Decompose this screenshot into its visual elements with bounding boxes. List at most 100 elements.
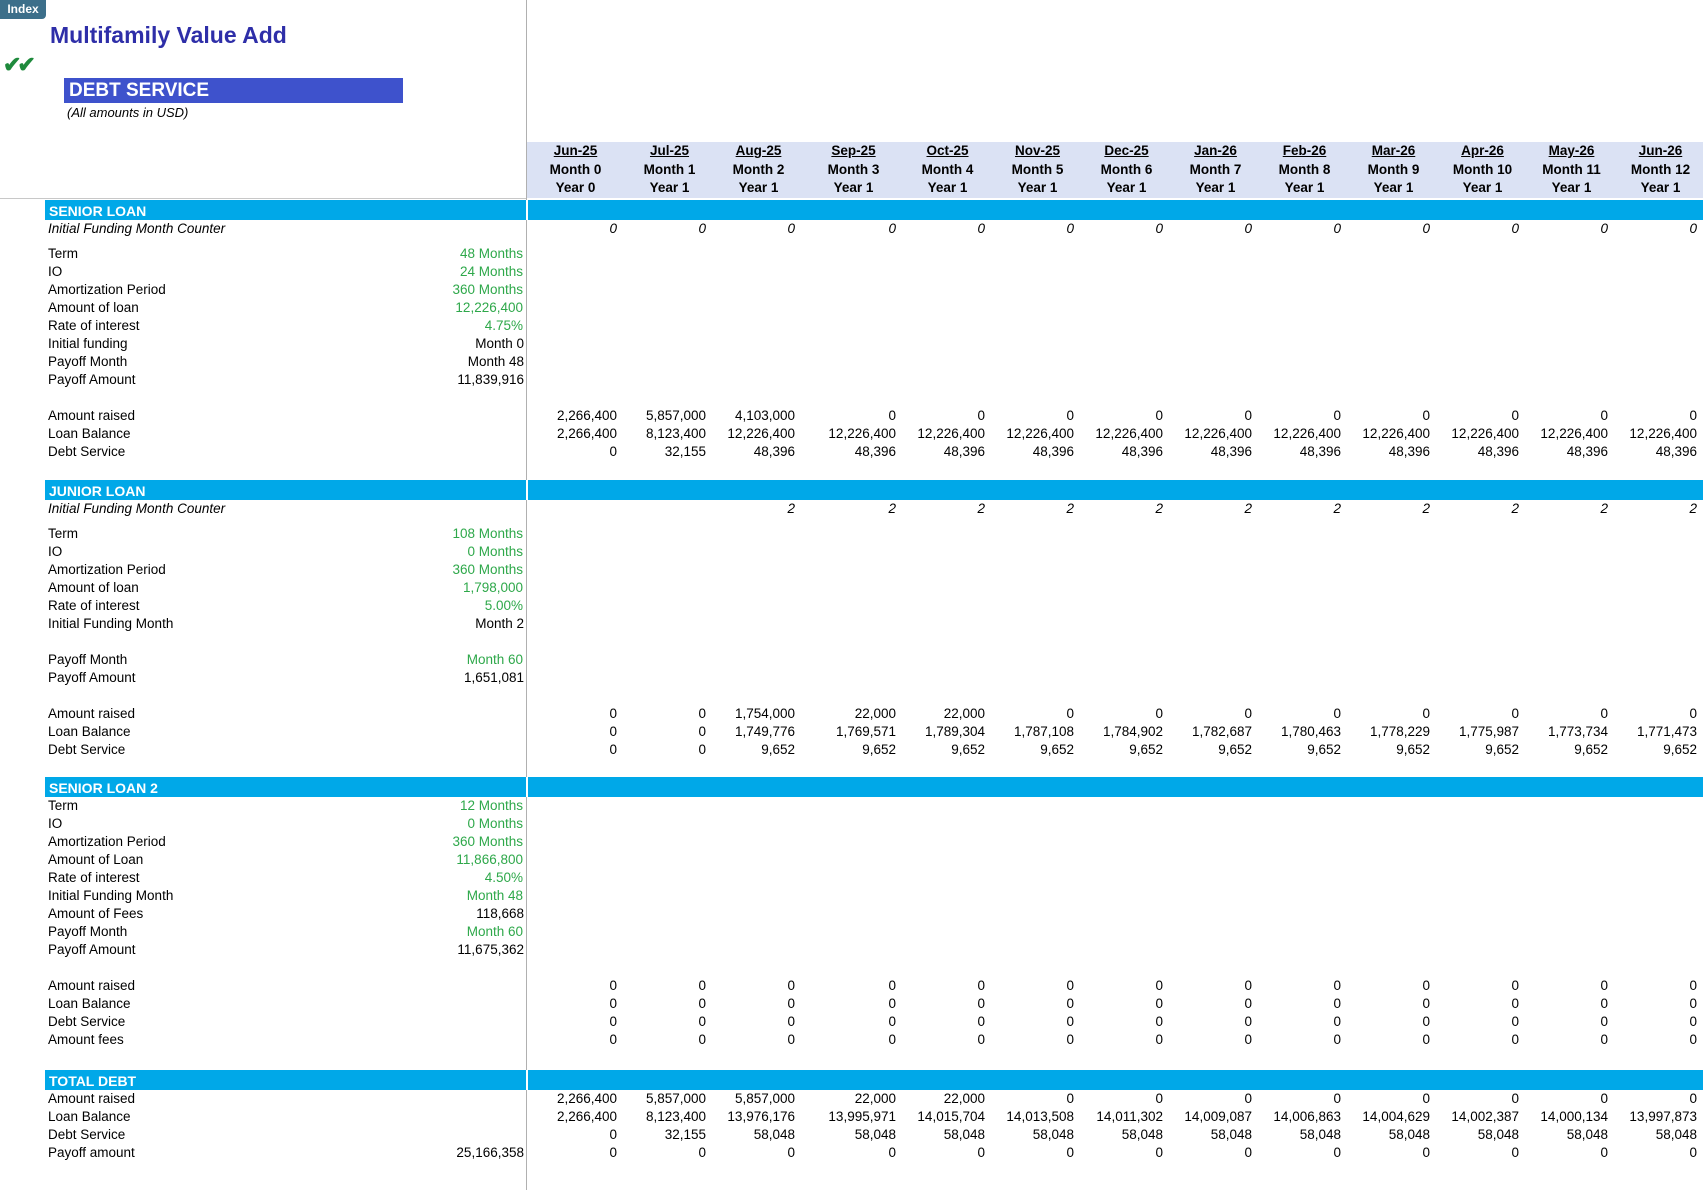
value-cell[interactable]: 0 xyxy=(609,1014,617,1029)
value-cell[interactable]: 1,773,734 xyxy=(1547,724,1608,739)
value-cell[interactable]: 0 xyxy=(609,742,617,757)
value-cell[interactable]: 0 xyxy=(787,1014,795,1029)
value-cell[interactable]: 0 xyxy=(1066,221,1074,236)
value-cell[interactable]: 0 xyxy=(1333,706,1341,721)
value-cell[interactable]: 0 xyxy=(698,1032,706,1047)
value-cell[interactable]: 0 xyxy=(1333,1091,1341,1106)
value-cell[interactable]: 1,782,687 xyxy=(1191,724,1252,739)
value-cell[interactable]: 0 xyxy=(1155,978,1163,993)
input-cell[interactable]: Month 48 xyxy=(466,888,523,903)
value-cell[interactable]: 0 xyxy=(1244,1032,1252,1047)
value-cell[interactable]: 0 xyxy=(1066,996,1074,1011)
value-cell[interactable]: 14,000,134 xyxy=(1540,1109,1608,1124)
value-cell[interactable]: 0 xyxy=(1066,706,1074,721)
value-cell[interactable]: 2 xyxy=(977,501,985,516)
value-cell[interactable]: 1,787,108 xyxy=(1013,724,1074,739)
value-cell[interactable]: 0 xyxy=(609,444,617,459)
value-cell[interactable]: 13,976,176 xyxy=(727,1109,795,1124)
input-cell[interactable]: 24 Months xyxy=(459,264,523,279)
value-cell[interactable]: 0 xyxy=(1600,1014,1608,1029)
value-cell[interactable]: 2,266,400 xyxy=(556,408,617,423)
calculated-cell[interactable]: Month 2 xyxy=(475,616,524,631)
value-cell[interactable]: 0 xyxy=(1511,706,1519,721)
value-cell[interactable]: 0 xyxy=(1333,996,1341,1011)
value-cell[interactable]: 12,226,400 xyxy=(727,426,795,441)
value-cell[interactable]: 0 xyxy=(698,1014,706,1029)
value-cell[interactable]: 14,015,704 xyxy=(917,1109,985,1124)
value-cell[interactable]: 9,652 xyxy=(1663,742,1697,757)
value-cell[interactable]: 0 xyxy=(1422,1014,1430,1029)
value-cell[interactable]: 1,784,902 xyxy=(1102,724,1163,739)
value-cell[interactable]: 0 xyxy=(1244,221,1252,236)
value-cell[interactable]: 14,006,863 xyxy=(1273,1109,1341,1124)
value-cell[interactable]: 2,266,400 xyxy=(556,1091,617,1106)
value-cell[interactable]: 9,652 xyxy=(1218,742,1252,757)
value-cell[interactable]: 32,155 xyxy=(664,444,706,459)
value-cell[interactable]: 0 xyxy=(1066,978,1074,993)
calculated-cell[interactable]: 25,166,358 xyxy=(456,1145,524,1160)
value-cell[interactable]: 0 xyxy=(609,706,617,721)
input-cell[interactable]: 12 Months xyxy=(459,798,523,813)
value-cell[interactable]: 0 xyxy=(609,996,617,1011)
value-cell[interactable]: 9,652 xyxy=(862,742,896,757)
value-cell[interactable]: 0 xyxy=(1689,408,1697,423)
value-cell[interactable]: 0 xyxy=(1689,1014,1697,1029)
value-cell[interactable]: 0 xyxy=(609,1032,617,1047)
value-cell[interactable]: 0 xyxy=(1333,1145,1341,1160)
value-cell[interactable]: 0 xyxy=(1155,996,1163,1011)
value-cell[interactable]: 12,226,400 xyxy=(1629,426,1697,441)
value-cell[interactable]: 0 xyxy=(1422,706,1430,721)
value-cell[interactable]: 0 xyxy=(1600,1145,1608,1160)
value-cell[interactable]: 0 xyxy=(1155,706,1163,721)
input-cell[interactable]: 5.00% xyxy=(484,598,523,613)
value-cell[interactable]: 12,226,400 xyxy=(1451,426,1519,441)
value-cell[interactable]: 14,004,629 xyxy=(1362,1109,1430,1124)
value-cell[interactable]: 48,396 xyxy=(1388,444,1430,459)
value-cell[interactable]: 22,000 xyxy=(943,1091,985,1106)
value-cell[interactable]: 0 xyxy=(1422,1091,1430,1106)
input-cell[interactable]: 4.75% xyxy=(484,318,523,333)
value-cell[interactable]: 0 xyxy=(977,978,985,993)
value-cell[interactable]: 9,652 xyxy=(761,742,795,757)
value-cell[interactable]: 0 xyxy=(698,724,706,739)
value-cell[interactable]: 0 xyxy=(1600,408,1608,423)
value-cell[interactable]: 58,048 xyxy=(1210,1127,1252,1142)
value-cell[interactable]: 58,048 xyxy=(753,1127,795,1142)
value-cell[interactable]: 0 xyxy=(977,221,985,236)
value-cell[interactable]: 0 xyxy=(1155,1032,1163,1047)
value-cell[interactable]: 2 xyxy=(1511,501,1519,516)
value-cell[interactable]: 2 xyxy=(888,501,896,516)
value-cell[interactable]: 0 xyxy=(1689,996,1697,1011)
value-cell[interactable]: 14,009,087 xyxy=(1184,1109,1252,1124)
value-cell[interactable]: 0 xyxy=(698,978,706,993)
value-cell[interactable]: 2 xyxy=(787,501,795,516)
input-cell[interactable]: 360 Months xyxy=(452,562,523,577)
value-cell[interactable]: 58,048 xyxy=(1477,1127,1519,1142)
value-cell[interactable]: 0 xyxy=(1689,1145,1697,1160)
value-cell[interactable]: 0 xyxy=(1333,1014,1341,1029)
value-cell[interactable]: 12,226,400 xyxy=(917,426,985,441)
value-cell[interactable]: 9,652 xyxy=(1396,742,1430,757)
value-cell[interactable]: 48,396 xyxy=(753,444,795,459)
value-cell[interactable]: 0 xyxy=(1689,1032,1697,1047)
value-cell[interactable]: 0 xyxy=(1244,706,1252,721)
value-cell[interactable]: 1,754,000 xyxy=(734,706,795,721)
input-cell[interactable]: 12,226,400 xyxy=(455,300,523,315)
value-cell[interactable]: 9,652 xyxy=(1129,742,1163,757)
value-cell[interactable]: 0 xyxy=(1689,706,1697,721)
value-cell[interactable]: 0 xyxy=(1422,996,1430,1011)
value-cell[interactable]: 58,048 xyxy=(1655,1127,1697,1142)
input-cell[interactable]: 0 Months xyxy=(467,544,523,559)
value-cell[interactable]: 0 xyxy=(977,1145,985,1160)
value-cell[interactable]: 14,013,508 xyxy=(1006,1109,1074,1124)
calculated-cell[interactable]: Month 0 xyxy=(475,336,524,351)
input-cell[interactable]: 0 Months xyxy=(467,816,523,831)
value-cell[interactable]: 0 xyxy=(1511,221,1519,236)
value-cell[interactable]: 12,226,400 xyxy=(1540,426,1608,441)
value-cell[interactable]: 0 xyxy=(1244,1091,1252,1106)
input-cell[interactable]: 108 Months xyxy=(452,526,523,541)
value-cell[interactable]: 0 xyxy=(609,724,617,739)
value-cell[interactable]: 0 xyxy=(609,1145,617,1160)
value-cell[interactable]: 5,857,000 xyxy=(734,1091,795,1106)
value-cell[interactable]: 9,652 xyxy=(1307,742,1341,757)
